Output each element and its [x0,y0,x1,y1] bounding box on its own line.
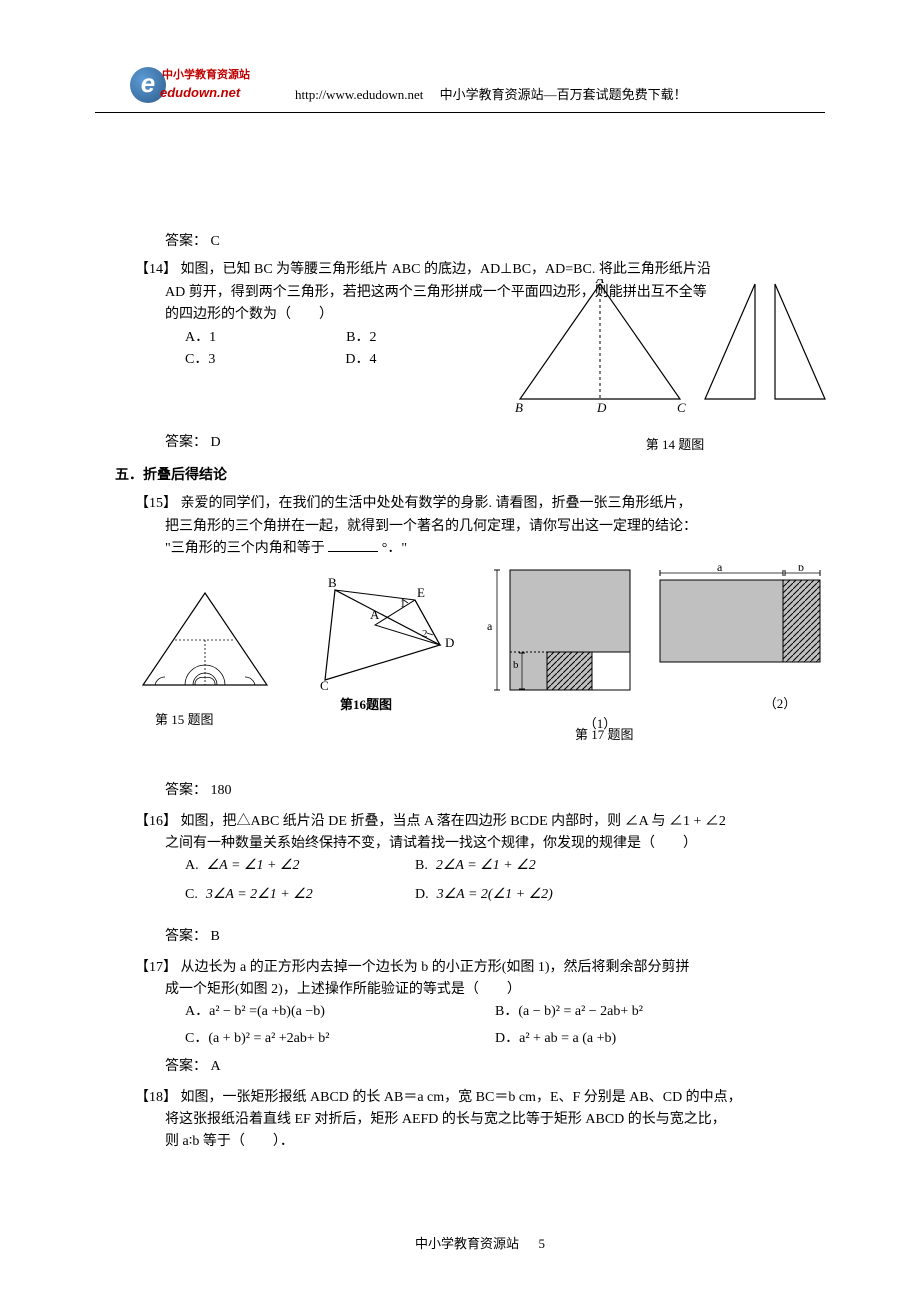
header-url: http://www.edudown.net [295,87,423,102]
q17-number: 【17】 [135,960,177,975]
triangle-diagram-icon: A B D C [515,279,835,424]
q15-caption: 第 15 题图 [155,710,214,731]
svg-text:2: 2 [422,628,428,640]
q18-text2: 将这张报纸沿着直线 EF 对折后，矩形 AEFD 的长与宽之比等于矩形 ABCD… [135,1109,825,1131]
q13-answer: 答案： C [165,231,825,253]
svg-text:D: D [596,400,607,415]
q15-text3: "三角形的三个内角和等于 °．" [135,538,825,560]
answer-label: 答案： [165,435,207,450]
question-16: 【16】 如图，把△ABC 纸片沿 DE 折叠，当点 A 落在四边形 BCDE … [135,811,825,949]
q16-answer: 答案： B [165,926,825,948]
fig17-1-icon: a b [485,565,655,705]
fig17-2-icon: a b [655,565,835,685]
q17-answer: 答案： A [165,1056,825,1078]
section-5-title: 五．折叠后得结论 [115,465,825,487]
q15-text1: 亲爱的同学们，在我们的生活中处处有数学的身影. 请看图，折叠一张三角形纸片， [181,496,692,511]
svg-text:A: A [595,279,604,286]
q17-optC: C．(a + b)² = a² +2ab+ b² [185,1028,495,1050]
q17-caption: 第 17 题图 [575,725,634,746]
svg-text:a: a [717,565,723,574]
svg-text:C: C [320,678,329,693]
q16-number: 【16】 [135,814,177,829]
fig17-2: a b （2） [655,565,835,714]
q15-figures: 第 15 题图 B E A D C 1 2 第16题图 [135,565,825,765]
site-logo: e 中小学教育资源站 edudown.net [130,65,225,110]
page-header: e 中小学教育资源站 edudown.net http://www.edudow… [95,0,825,113]
q14-options-cd: C．3 D．4 [135,349,425,371]
answer-value: B [211,929,220,944]
svg-text:b: b [513,659,519,671]
question-18: 【18】 如图，一张矩形报纸 ABCD 的长 AB＝a cm，宽 BC＝b cm… [135,1087,825,1154]
svg-text:B: B [515,400,523,415]
q14-text3: 的四边形的个数为（ ） [135,304,425,326]
q17-text2: 成一个矩形(如图 2)，上述操作所能验证的等式是（ ） [135,979,825,1001]
q16-text2: 之间有一种数量关系始终保持不变，请试着找一找这个规律，你发现的规律是（ ） [135,833,825,855]
q17-optB: B．(a − b)² = a² − 2ab+ b² [495,1001,643,1023]
q14-number: 【14】 [135,262,177,277]
question-17: 【17】 从边长为 a 的正方形内去掉一个边长为 b 的小正方形(如图 1)，然… [135,957,825,1079]
fig17: a b （1） [485,565,655,734]
answer-label: 答案： [165,783,207,798]
logo-url: edudown.net [160,83,240,104]
q14-figure: A B D C 第 14 题图 [515,279,835,455]
svg-text:A: A [370,607,380,622]
answer-value: 180 [211,783,232,798]
answer-label: 答案： [165,234,207,249]
q18-text1: 如图，一张矩形报纸 ABCD 的长 AB＝a cm，宽 BC＝b cm，E、F … [181,1090,742,1105]
q17-optD: D．a² + ab = a (a +b) [495,1028,616,1050]
question-15: 【15】 亲爱的同学们，在我们的生活中处处有数学的身影. 请看图，折叠一张三角形… [135,493,825,803]
q16-caption: 第16题图 [340,695,392,716]
page-number: 5 [539,1236,546,1251]
q17-optA: A．a² − b² =(a +b)(a −b) [185,1001,495,1023]
answer-value: D [211,435,221,450]
svg-text:C: C [677,400,686,415]
fig17-sub2: （2） [725,694,835,715]
q14-caption: 第 14 题图 [515,435,835,456]
q18-text3: 则 a∶b 等于（ ）． [135,1131,825,1153]
logo-text: 中小学教育资源站 [162,67,250,85]
question-14: A B D C 第 14 题图 【14】 如图，已知 BC 为等腰三角形纸片 A… [135,259,825,454]
svg-text:B: B [328,575,337,590]
q14-text1: 如图，已知 BC 为等腰三角形纸片 ABC 的底边，AD⊥BC，AD=BC. 将… [181,262,711,277]
q17-options: A．a² − b² =(a +b)(a −b) B．(a − b)² = a² … [135,1001,825,1050]
q14-options-ab: A．1 B．2 [135,327,425,349]
page-content: 答案： C A B D C 第 14 题图 【14】 如图，已知 BC 为等腰三… [0,125,920,1255]
answer-label: 答案： [165,929,207,944]
header-text: http://www.edudown.net 中小学教育资源站—百万套试题免费下… [295,85,687,110]
svg-text:a: a [487,619,493,633]
q15-answer: 答案： 180 [165,780,825,802]
q16-options: A.∠A = ∠1 + ∠2 B.2∠A = ∠1 + ∠2 C.3∠A = 2… [135,855,825,912]
q16-text1: 如图，把△ABC 纸片沿 DE 折叠，当点 A 落在四边形 BCDE 内部时，则… [181,814,726,829]
q18-number: 【18】 [135,1090,177,1105]
fig16-icon: B E A D C 1 2 [320,575,460,695]
svg-text:D: D [445,635,454,650]
q15-text2: 把三角形的三个角拼在一起，就得到一个著名的几何定理，请你写出这一定理的结论： [135,516,825,538]
header-desc: 中小学教育资源站—百万套试题免费下载！ [440,87,687,102]
svg-text:E: E [417,585,425,600]
fill-blank [328,538,378,552]
footer-text: 中小学教育资源站 [415,1236,519,1251]
page-footer: 中小学教育资源站 5 [135,1234,825,1255]
svg-text:b: b [798,565,804,574]
q17-text1: 从边长为 a 的正方形内去掉一个边长为 b 的小正方形(如图 1)，然后将剩余部… [181,960,690,975]
fig15-icon [135,585,275,705]
answer-value: A [211,1059,221,1074]
q15-number: 【15】 [135,496,177,511]
answer-value: C [211,234,220,249]
answer-label: 答案： [165,1059,207,1074]
